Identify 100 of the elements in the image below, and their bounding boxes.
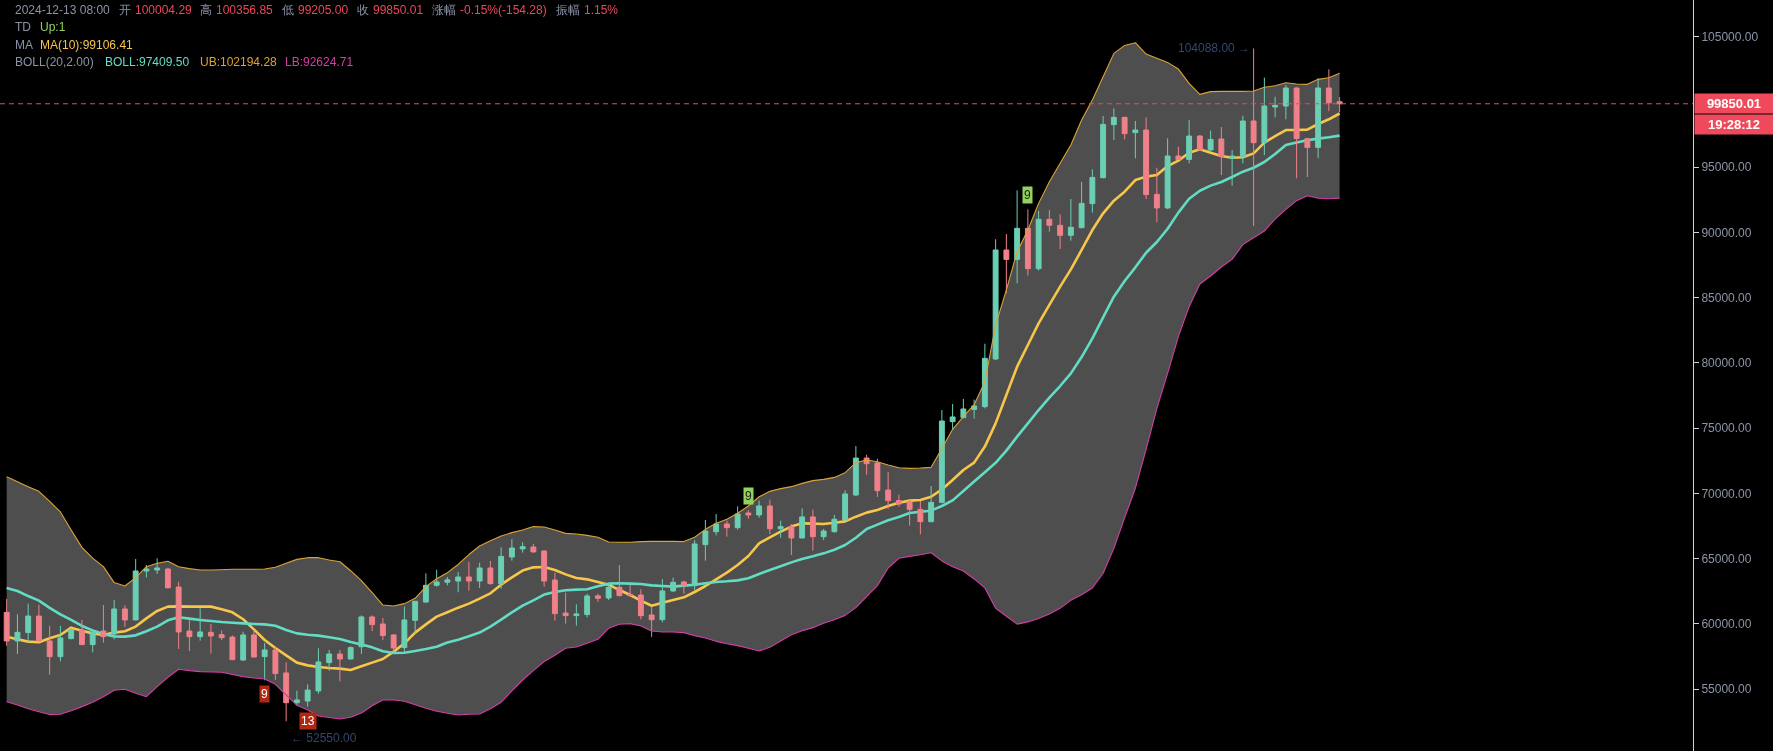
candlestick bbox=[691, 539, 698, 591]
candlestick bbox=[465, 561, 472, 592]
candlestick bbox=[401, 606, 408, 654]
candlestick bbox=[508, 538, 515, 562]
candlestick bbox=[326, 649, 333, 672]
candlestick bbox=[218, 629, 225, 641]
candlestick bbox=[14, 613, 21, 655]
candlestick bbox=[336, 649, 343, 682]
candlestick bbox=[35, 604, 42, 643]
candlestick bbox=[444, 576, 451, 586]
candlestick bbox=[1272, 96, 1279, 118]
annotation: 9 bbox=[261, 687, 268, 701]
candlestick bbox=[1046, 209, 1053, 233]
candlestick bbox=[1003, 233, 1010, 294]
candlestick bbox=[1121, 116, 1128, 140]
candlestick bbox=[1304, 137, 1311, 178]
text: UB:102194.28 bbox=[200, 55, 278, 69]
candlestick bbox=[734, 505, 741, 531]
candlestick bbox=[627, 584, 634, 598]
candlestick bbox=[562, 592, 569, 625]
candlestick bbox=[1057, 213, 1064, 250]
candlestick bbox=[928, 485, 935, 523]
y-tick-label: 95000.00 bbox=[1701, 160, 1752, 175]
candlestick bbox=[1207, 130, 1214, 152]
candlestick bbox=[1336, 96, 1343, 113]
candlestick bbox=[1014, 189, 1021, 284]
annotation: 高 bbox=[200, 3, 212, 17]
candlestick bbox=[164, 567, 171, 590]
annotation: 涨幅 bbox=[432, 3, 456, 17]
candlestick bbox=[379, 617, 386, 641]
y-tick-label: 90000.00 bbox=[1701, 225, 1752, 240]
candlestick bbox=[852, 445, 859, 497]
candlestick bbox=[702, 519, 709, 562]
candlestick bbox=[272, 645, 279, 681]
annotation: BOLL(20,2.00) bbox=[15, 55, 94, 69]
candlestick bbox=[498, 546, 505, 590]
candlestick bbox=[831, 514, 838, 534]
candlestick bbox=[637, 588, 644, 620]
candlestick bbox=[766, 499, 773, 535]
candlestick bbox=[895, 494, 902, 508]
candlestick bbox=[455, 571, 462, 593]
candlestick bbox=[906, 499, 913, 527]
annotation: 收 bbox=[357, 3, 369, 17]
candlestick bbox=[820, 528, 827, 541]
candlestick bbox=[25, 603, 32, 644]
candlestick bbox=[938, 409, 945, 504]
candlestick bbox=[713, 513, 720, 536]
candlestick bbox=[78, 619, 85, 646]
text: BOLL:97409.50 bbox=[105, 55, 190, 69]
annotation: 2024-12-13 08:00 bbox=[15, 3, 111, 17]
candlestick bbox=[1293, 86, 1300, 179]
candlestick bbox=[369, 614, 376, 632]
candlestick bbox=[1153, 167, 1160, 223]
candlestick bbox=[981, 343, 988, 409]
candlestick bbox=[111, 599, 118, 640]
y-tick-label: 65000.00 bbox=[1701, 551, 1752, 566]
candlestick bbox=[186, 619, 193, 652]
candlestick bbox=[659, 578, 666, 623]
annotation: 开 bbox=[119, 3, 131, 17]
annotation: 99205.00 bbox=[298, 3, 349, 17]
candlestick bbox=[1143, 116, 1150, 200]
candlestick bbox=[1035, 210, 1042, 272]
candlestick bbox=[616, 564, 623, 597]
candlestick bbox=[842, 489, 849, 521]
candlestick bbox=[1239, 115, 1246, 164]
candlestick bbox=[390, 633, 397, 653]
candlestick bbox=[648, 606, 655, 638]
candlestick bbox=[283, 661, 290, 722]
annotation: 9 bbox=[745, 489, 752, 503]
candlestick bbox=[121, 604, 128, 628]
candlestick bbox=[154, 557, 161, 575]
y-tick-label: 55000.00 bbox=[1701, 682, 1752, 697]
candlestick bbox=[1110, 107, 1117, 141]
candlestick bbox=[1261, 77, 1268, 156]
candlestick bbox=[487, 560, 494, 586]
y-tick-label: 105000.00 bbox=[1701, 29, 1759, 44]
candlestick bbox=[1089, 168, 1096, 214]
candlestick bbox=[1024, 208, 1031, 277]
candlestick bbox=[1100, 115, 1107, 179]
candlestick bbox=[197, 607, 204, 642]
annotation: 1.15% bbox=[584, 3, 619, 17]
candlestick bbox=[1175, 146, 1182, 161]
candlestick bbox=[788, 523, 795, 556]
candlestick bbox=[1325, 68, 1332, 112]
candlestick bbox=[745, 509, 752, 520]
candlestick bbox=[347, 645, 354, 660]
y-tick-label: 80000.00 bbox=[1701, 356, 1752, 371]
candlestick bbox=[723, 520, 730, 538]
candlestick bbox=[57, 625, 64, 662]
candlestick bbox=[584, 593, 591, 618]
candlestick bbox=[175, 581, 182, 650]
candlestick bbox=[433, 569, 440, 586]
candlestick bbox=[261, 642, 268, 681]
candlestick bbox=[799, 507, 806, 539]
candlestick bbox=[992, 238, 999, 361]
candlestick bbox=[132, 558, 139, 621]
y-tick-label: 60000.00 bbox=[1701, 617, 1752, 632]
annotation: 低 bbox=[282, 3, 294, 17]
candlestick bbox=[530, 543, 537, 554]
candlestick bbox=[680, 581, 687, 595]
